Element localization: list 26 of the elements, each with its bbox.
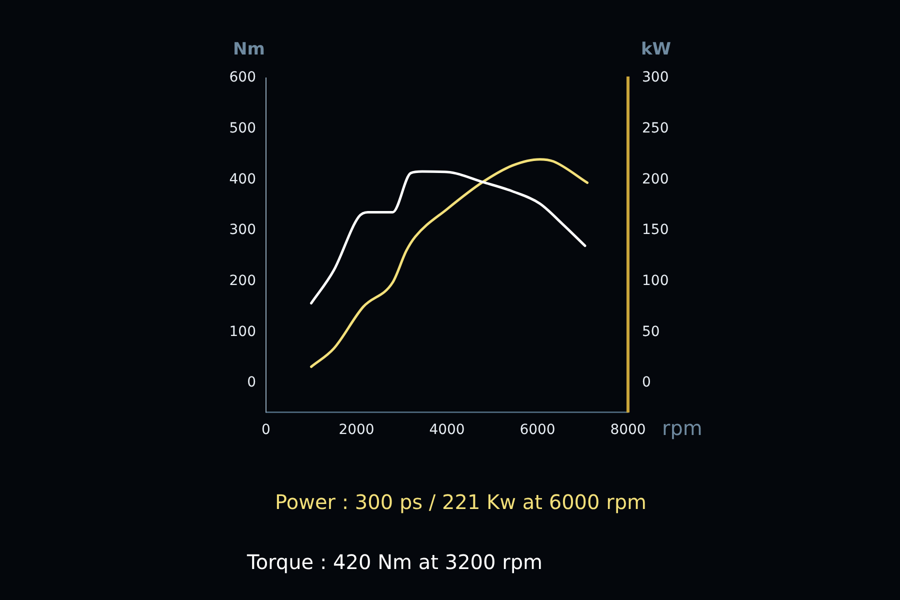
y-axis-title: Nm: [233, 39, 265, 60]
y-tick-label: 500: [229, 120, 256, 136]
y2-tick-label: 100: [642, 272, 669, 289]
y2-tick-label: 250: [642, 120, 669, 136]
y-tick-label: 600: [229, 70, 256, 86]
text: Torque : 420 Nm at 3200 rpm: [247, 550, 542, 574]
y-tick-label: 400: [229, 171, 256, 188]
x-tick-label: 6000: [520, 422, 556, 438]
y-tick-label: 100: [229, 324, 256, 340]
y2-tick-label: 0: [642, 374, 651, 391]
x-tick-label: 0: [262, 422, 270, 438]
x-tick-label: 4000: [429, 422, 465, 438]
y2-tick-label: 150: [642, 222, 669, 238]
y2-tick-label: 200: [642, 171, 669, 188]
y2-tick-label: 300: [642, 70, 669, 86]
y2-axis-title: kW: [640, 39, 672, 60]
x-tick-label: 2000: [338, 422, 374, 438]
line-series: [310, 158, 589, 368]
line-series: [310, 170, 586, 304]
y-tick-label: 200: [229, 272, 256, 289]
text: Power : 300 ps / 221 Kw at 6000 rpm: [275, 490, 646, 514]
x-axis-title: rpm: [662, 416, 702, 440]
y-tick-label: 0: [247, 374, 256, 391]
y-tick-label: 300: [229, 222, 256, 238]
x-tick-label: 8000: [610, 422, 646, 438]
y2-tick-label: 50: [642, 324, 660, 340]
